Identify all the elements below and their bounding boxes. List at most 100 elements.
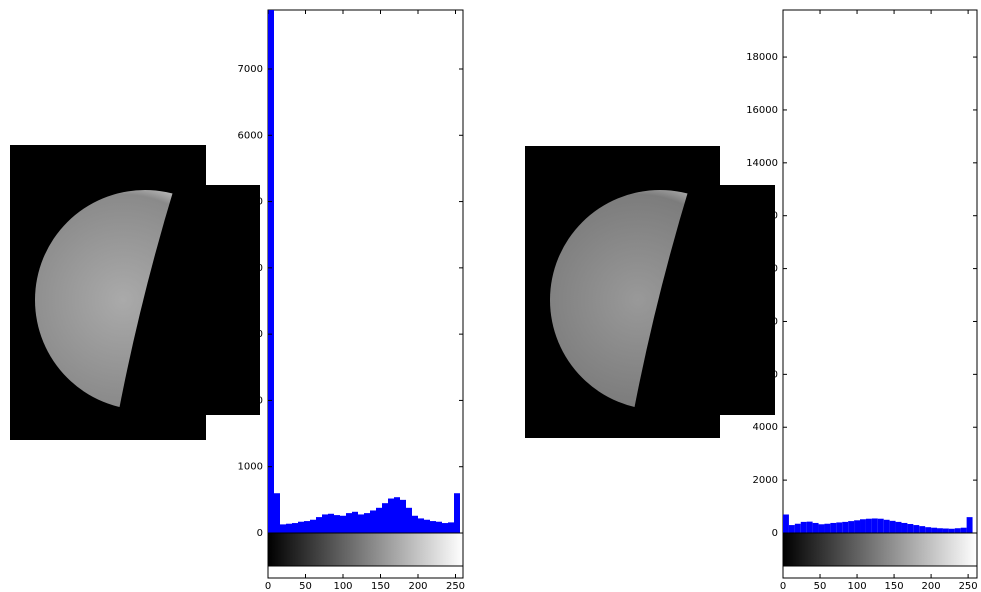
histogram-bar [901, 523, 907, 533]
histogram-bar [322, 514, 328, 533]
histogram-bar [418, 518, 424, 533]
histogram-bar [919, 526, 925, 533]
histogram-bar [388, 499, 394, 533]
y-tick-label: 2000 [238, 395, 263, 406]
y-tick-label: 2000 [753, 475, 778, 486]
x-tick-label: 150 [371, 581, 390, 592]
histogram-bar [280, 524, 286, 533]
y-tick-label: 0 [257, 528, 263, 539]
x-tick-label: 50 [299, 581, 312, 592]
histogram-bar [884, 520, 890, 533]
histogram-bar [352, 512, 358, 533]
gray-colorbar [268, 533, 463, 566]
histogram-bar [824, 524, 830, 533]
histogram-bar [310, 520, 316, 533]
histogram-bar [819, 524, 825, 533]
histogram-bar [866, 519, 872, 533]
histogram-bar [304, 521, 310, 533]
histogram-axes: 0200040006000800010000120001400016000180… [746, 10, 977, 592]
x-tick-label: 0 [265, 581, 271, 592]
histogram-bar [860, 519, 866, 533]
y-tick-label: 3000 [238, 329, 263, 340]
histogram-bar [382, 503, 388, 533]
figure: 0100020003000400050006000700005010015020… [0, 0, 981, 592]
histogram-bar [442, 523, 448, 533]
plot-area [268, 10, 463, 578]
histogram-axes: 0 1000 2000 3000 4000 5000 6000 7000 0 50 100 150 20… [238, 9, 466, 592]
histogram-bar [801, 522, 807, 533]
histogram-bar [925, 527, 931, 533]
moon-image-equalized [525, 146, 775, 438]
moon-image [10, 145, 260, 440]
histogram-bar [268, 9, 274, 533]
histogram-bar [454, 493, 460, 533]
histogram-bar [848, 521, 854, 533]
histogram-bar [370, 510, 376, 533]
gray-colorbar [783, 533, 977, 566]
histogram-bar [907, 524, 913, 533]
histogram-bar [949, 529, 955, 533]
y-tick-label: 14000 [746, 158, 778, 169]
y-tick-label: 4000 [753, 422, 778, 433]
histogram-bar [340, 516, 346, 533]
histogram-bar [789, 525, 795, 533]
histogram-bar [424, 520, 430, 533]
y-tick-label: 4000 [238, 263, 263, 274]
histogram-bar [913, 525, 919, 533]
y-tick-label: 12000 [746, 211, 778, 222]
histogram-bar [412, 516, 418, 533]
x-tick-label: 50 [814, 581, 827, 592]
histogram-bar [292, 523, 298, 533]
histogram-bar [813, 523, 819, 533]
histogram-bar [783, 514, 789, 533]
histogram-bar [943, 529, 949, 533]
histogram-bar [286, 524, 292, 533]
x-tick-label: 250 [446, 581, 465, 592]
x-tick-label: 100 [333, 581, 352, 592]
histogram-bar [878, 519, 884, 533]
y-tick-label: 6000 [238, 130, 263, 141]
x-tick-label: 150 [885, 581, 904, 592]
histogram-bar [436, 522, 442, 533]
y-tick-label: 6000 [753, 369, 778, 380]
histogram-bar [364, 513, 370, 533]
histogram-bar [298, 522, 304, 533]
histogram-bar [316, 517, 322, 533]
y-tick-label: 10000 [746, 264, 778, 275]
histogram-bar [896, 522, 902, 533]
histogram-bar [961, 528, 967, 533]
y-tick-label: 8000 [753, 316, 778, 327]
histogram-bar [334, 515, 340, 533]
histogram-bar [406, 508, 412, 533]
histogram-bar [836, 522, 842, 533]
y-tick-label: 7000 [238, 64, 263, 75]
histogram-bar [274, 493, 280, 533]
x-tick-label: 0 [780, 581, 786, 592]
histogram-bar [842, 522, 848, 533]
y-tick-label: 1000 [238, 462, 263, 473]
x-tick-label: 200 [922, 581, 941, 592]
histogram-bar [830, 523, 836, 533]
histogram-bar [937, 528, 943, 533]
histogram-bar [967, 517, 973, 533]
x-tick-label: 200 [408, 581, 427, 592]
histogram-bar [795, 524, 801, 533]
histogram-bar [931, 528, 937, 533]
histogram-bar [346, 513, 352, 533]
histogram-bar [872, 518, 878, 533]
plot-area [783, 10, 977, 578]
histogram-bar [358, 514, 364, 533]
histogram-bar [430, 521, 436, 533]
histogram-bar [955, 528, 961, 533]
histogram-bar [394, 497, 400, 533]
histogram-bar [854, 520, 860, 533]
histogram-bar [328, 514, 334, 533]
histogram-bar [890, 521, 896, 533]
y-tick-label: 5000 [238, 197, 263, 208]
y-tick-label: 0 [772, 528, 778, 539]
x-tick-label: 250 [959, 581, 978, 592]
histogram-bar [376, 508, 382, 533]
histogram-bar [448, 522, 454, 533]
histogram-bar [807, 522, 813, 533]
x-tick-label: 100 [847, 581, 866, 592]
